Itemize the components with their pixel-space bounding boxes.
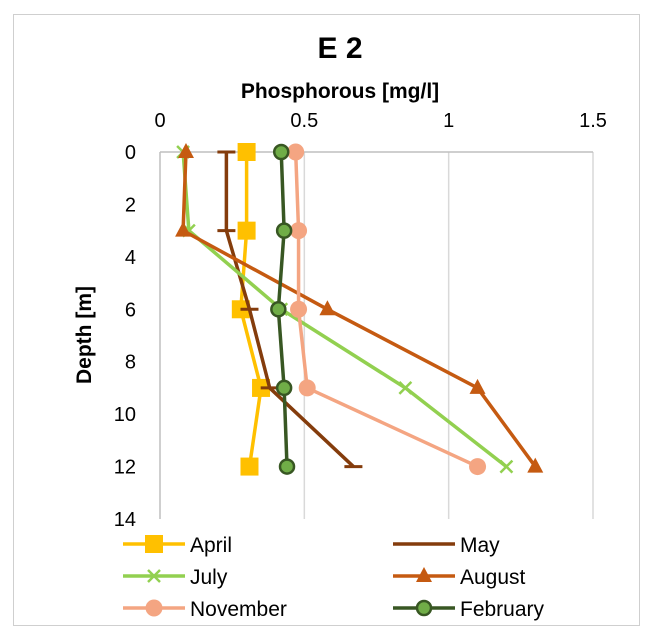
- chart-title: E 2: [317, 32, 362, 65]
- legend-label-august: August: [460, 566, 526, 589]
- point-july: [398, 381, 413, 395]
- point-july: [499, 459, 514, 474]
- y-tick-labels: 0 2 4 6 8 10 12 14: [114, 142, 136, 531]
- y-tick-label: 8: [125, 352, 136, 374]
- x-tick-label: 1: [443, 110, 454, 132]
- point-november: [290, 300, 308, 318]
- legend-marker-august: [416, 567, 432, 582]
- y-tick-label: 6: [125, 299, 136, 321]
- legend-item-april: April: [123, 534, 232, 557]
- y-tick-label: 14: [114, 509, 136, 531]
- x-axis-title: Phosphorous [mg/l]: [241, 80, 439, 103]
- point-february: [270, 301, 287, 318]
- point-february: [272, 143, 290, 161]
- y-tick-label: 0: [125, 142, 136, 164]
- point-august: [469, 378, 486, 394]
- point-february: [278, 458, 296, 475]
- legend-label-november: November: [190, 598, 287, 621]
- point-august: [527, 457, 544, 473]
- legend-item-august: August: [393, 566, 526, 589]
- legend-item-february: February: [393, 598, 545, 621]
- legend-item-november: November: [123, 598, 287, 621]
- point-august: [177, 143, 194, 158]
- point-november: [290, 222, 308, 240]
- series-november: [287, 143, 487, 476]
- legend-label-may: May: [460, 534, 500, 557]
- point-february: [275, 222, 293, 239]
- series-february: [270, 143, 296, 475]
- legend-marker-july-stroke: [147, 569, 161, 583]
- point-august: [319, 300, 336, 316]
- y-tick-label: 10: [114, 404, 136, 426]
- point-april: [240, 457, 259, 476]
- point-november: [469, 458, 487, 476]
- legend-marker-july: [147, 569, 161, 583]
- point-april: [237, 143, 256, 161]
- legend-item-may: May: [393, 534, 500, 557]
- series-may: [217, 150, 363, 469]
- point-august: [175, 221, 192, 237]
- series-line-july: [181, 151, 508, 468]
- legend-marker-november: [145, 599, 163, 617]
- chart-frame: [13, 14, 640, 626]
- legend-label-july: July: [190, 566, 228, 589]
- x-tick-label: 1.5: [579, 110, 607, 132]
- legend: April May July August November February: [123, 534, 545, 621]
- point-november: [287, 143, 305, 161]
- legend-marker-april: [145, 535, 163, 553]
- legend-marker-february: [415, 599, 433, 617]
- gridlines: [303, 152, 594, 519]
- y-tick-label: 4: [125, 247, 136, 269]
- legend-label-february: February: [460, 598, 545, 621]
- point-july-stroke: [499, 459, 514, 474]
- y-tick-label: 2: [125, 194, 136, 216]
- point-april: [237, 221, 256, 240]
- x-tick-label: 0: [154, 110, 165, 132]
- y-axis-title: Depth [m]: [73, 286, 96, 384]
- point-july-stroke: [398, 381, 413, 395]
- legend-item-july: July: [123, 566, 228, 589]
- legend-label-april: April: [190, 534, 232, 557]
- y-tick-label: 12: [114, 457, 136, 479]
- x-tick-label: 0.5: [290, 110, 318, 132]
- point-february: [275, 379, 293, 397]
- series-layer: [175, 143, 544, 476]
- point-november: [298, 379, 316, 397]
- x-tick-labels: 0 0.5 1 1.5: [154, 110, 606, 132]
- series-august: [175, 143, 544, 473]
